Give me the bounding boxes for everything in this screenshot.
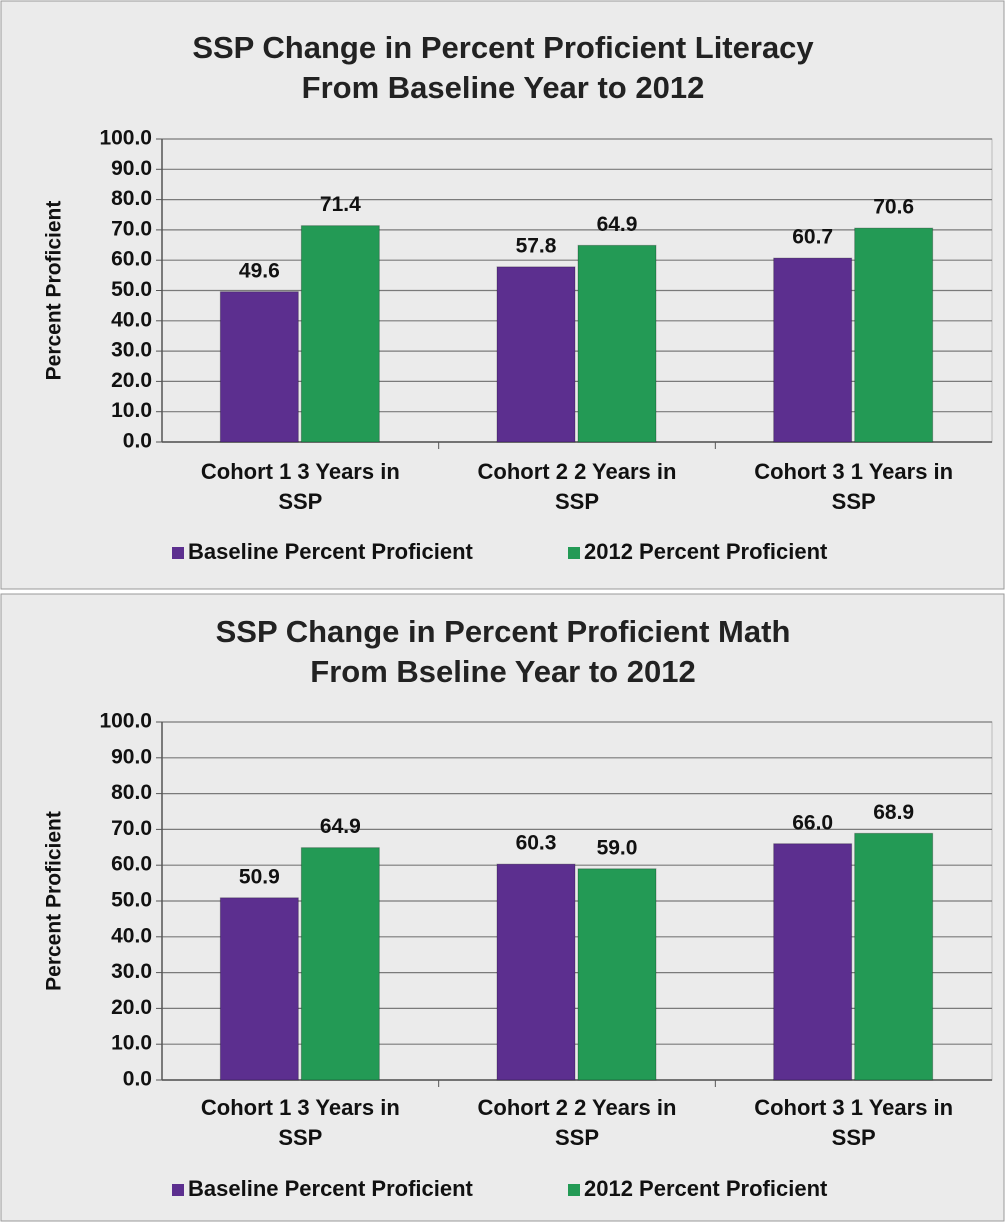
y-tick-label: 50.0: [111, 278, 152, 301]
data-label: 50.9: [239, 865, 280, 888]
bar: [300, 847, 380, 1081]
chart-title: SSP Change in Percent Proficient Literac…: [192, 30, 814, 105]
data-label: 66.0: [792, 811, 833, 834]
data-label: 64.9: [597, 213, 638, 236]
y-tick-label: 20.0: [111, 369, 152, 392]
y-tick-label: 20.0: [111, 996, 152, 1019]
y-tick-label: 60.0: [111, 853, 152, 876]
legend-label: 2012 Percent Proficient: [584, 539, 828, 564]
bar: [496, 863, 576, 1081]
y-tick-label: 70.0: [111, 217, 152, 240]
y-tick-label: 0.0: [123, 430, 152, 453]
bar: [773, 843, 853, 1081]
bar: [577, 868, 657, 1081]
y-axis-label: Percent Proficient: [43, 811, 66, 991]
bar: [219, 291, 299, 443]
y-tick-label: 80.0: [111, 781, 152, 804]
y-tick-label: 50.0: [111, 889, 152, 912]
bar: [300, 225, 380, 443]
data-label: 70.6: [873, 196, 914, 219]
bar: [219, 897, 299, 1081]
x-tick-label: Cohort 3 1 Years in SSP: [754, 459, 953, 514]
y-tick-label: 100.0: [99, 710, 152, 733]
x-tick-label: Cohort 1 3 Years in SSP: [201, 1095, 400, 1150]
y-tick-label: 10.0: [111, 1032, 152, 1055]
y-tick-label: 40.0: [111, 308, 152, 331]
x-tick-label: Cohort 2 2 Years in SSP: [478, 459, 677, 514]
x-tick-label: Cohort 1 3 Years in SSP: [201, 459, 400, 514]
y-tick-label: 90.0: [111, 745, 152, 768]
data-label: 60.7: [792, 226, 833, 249]
data-label: 71.4: [320, 193, 361, 216]
y-tick-label: 30.0: [111, 339, 152, 362]
y-tick-label: 0.0: [123, 1068, 152, 1091]
legend-swatch: [568, 1184, 580, 1196]
legend-swatch: [568, 547, 580, 559]
legend-label: Baseline Percent Proficient: [188, 1176, 474, 1201]
data-label: 64.9: [320, 815, 361, 838]
data-label: 60.3: [516, 832, 557, 855]
y-tick-label: 30.0: [111, 960, 152, 983]
bar: [854, 227, 934, 443]
y-axis-label: Percent Proficient: [43, 201, 66, 381]
bar: [773, 257, 853, 443]
y-tick-label: 40.0: [111, 924, 152, 947]
y-tick-label: 60.0: [111, 248, 152, 271]
data-label: 49.6: [239, 259, 280, 282]
legend-label: Baseline Percent Proficient: [188, 539, 474, 564]
data-label: 57.8: [516, 234, 557, 257]
data-label: 59.0: [597, 836, 638, 859]
bar: [854, 832, 934, 1081]
y-tick-label: 100.0: [99, 127, 152, 150]
bar: [577, 244, 657, 443]
bar: [496, 266, 576, 443]
legend-label: 2012 Percent Proficient: [584, 1176, 828, 1201]
y-tick-label: 80.0: [111, 187, 152, 210]
y-tick-label: 10.0: [111, 399, 152, 422]
y-tick-label: 90.0: [111, 157, 152, 180]
legend-swatch: [172, 547, 184, 559]
data-label: 68.9: [873, 801, 914, 824]
x-tick-label: Cohort 2 2 Years in SSP: [478, 1095, 677, 1150]
y-tick-label: 70.0: [111, 817, 152, 840]
legend-swatch: [172, 1184, 184, 1196]
chart-title: SSP Change in Percent Proficient Math Fro…: [216, 614, 791, 689]
x-tick-label: Cohort 3 1 Years in SSP: [754, 1095, 953, 1150]
